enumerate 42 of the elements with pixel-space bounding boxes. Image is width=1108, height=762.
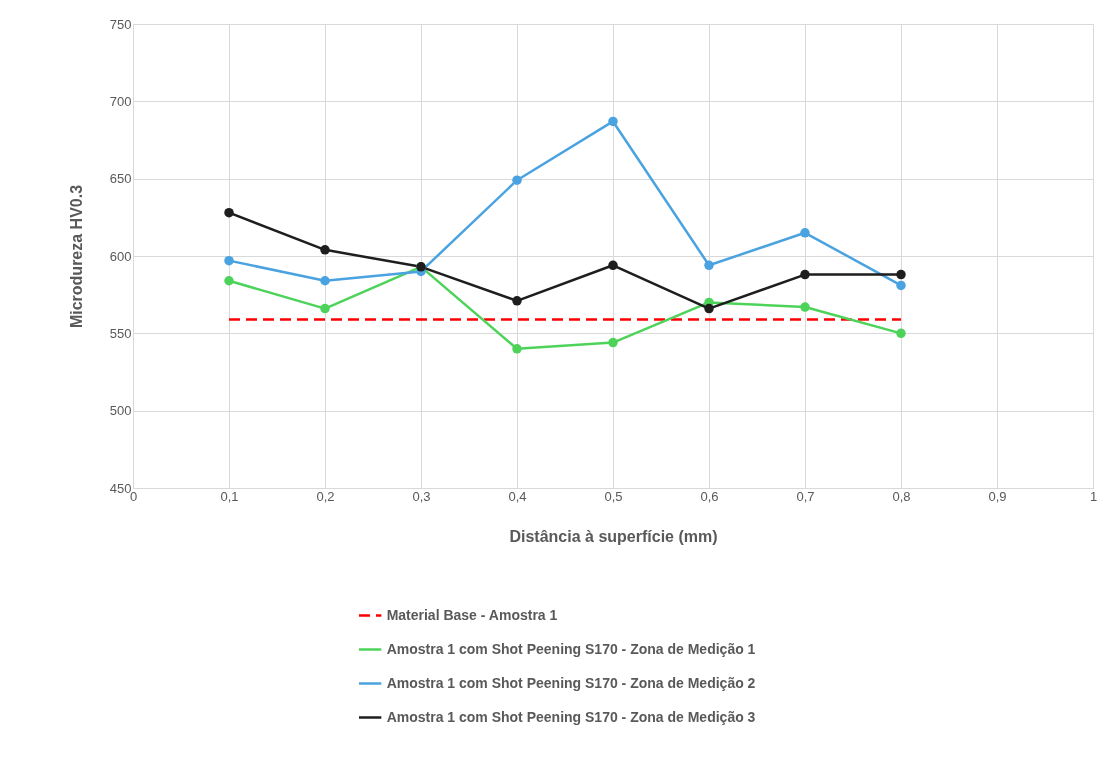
point	[608, 260, 618, 271]
x-axis-title: Distância à superfície (mm)	[509, 527, 718, 545]
point	[512, 344, 522, 354]
x-tick-label: 1	[1089, 488, 1098, 504]
y-axis-title: Microdureza HV0.3	[67, 184, 85, 329]
y-tick-label: 650	[109, 171, 132, 187]
y-tick-label: 700	[109, 93, 132, 109]
point	[800, 228, 810, 238]
point	[320, 276, 330, 286]
y-tick-label: 600	[109, 248, 132, 264]
legend-label: Material Base - Amostra 1	[386, 606, 558, 623]
point	[704, 260, 714, 271]
point	[896, 269, 906, 280]
point	[800, 302, 810, 312]
y-tick-label: 750	[109, 16, 132, 32]
point	[608, 337, 618, 348]
x-tick-label: 0,9	[988, 488, 1007, 504]
legend-label: Amostra 1 com Shot Peening S170 - Zona de Medição 2	[386, 674, 756, 691]
point	[512, 296, 522, 306]
x-tick-label: 0,3	[412, 488, 431, 504]
point	[320, 303, 330, 314]
point	[800, 269, 810, 280]
x-tick-label: 0,1	[220, 488, 239, 504]
point	[224, 276, 234, 286]
point	[896, 280, 906, 291]
point	[320, 245, 330, 255]
point	[896, 328, 906, 339]
point	[224, 207, 234, 218]
legend-label: Amostra 1 com Shot Peening S170 - Zona de Medição 1	[386, 640, 756, 657]
y-tick-label: 550	[109, 325, 132, 341]
x-tick-label: 0,8	[892, 488, 911, 504]
x-tick-label: 0,4	[508, 488, 527, 504]
point	[224, 255, 234, 266]
x-tick-label: 0,7	[796, 488, 815, 504]
point	[512, 175, 522, 185]
x-tick-label: 0,2	[316, 488, 335, 504]
y-tick-label: 500	[109, 403, 132, 419]
point	[608, 116, 618, 127]
point	[704, 303, 714, 314]
x-tick-label: 0,6	[700, 488, 719, 504]
legend-label: Amostra 1 com Shot Peening S170 - Zona de Medição 3	[386, 708, 756, 725]
x-tick-label: 0,5	[604, 488, 623, 504]
